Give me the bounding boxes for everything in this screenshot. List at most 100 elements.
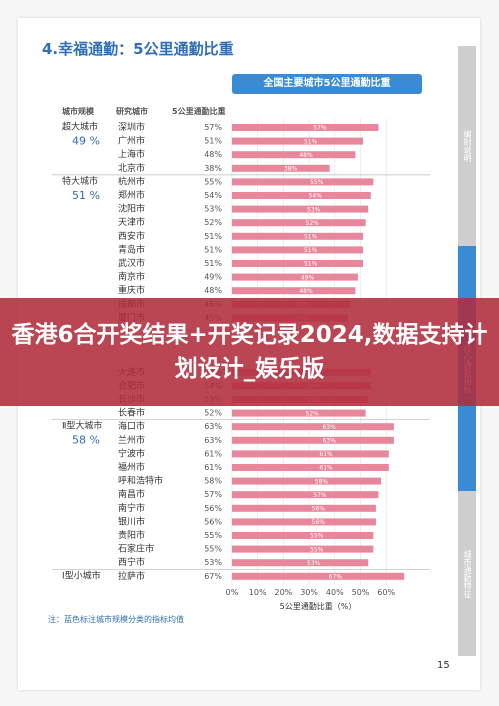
value-label: 56%	[204, 504, 222, 513]
city-label: 银川市	[118, 515, 145, 527]
bar	[232, 572, 405, 580]
bar-data-label: 58%	[315, 478, 329, 485]
bar	[232, 559, 369, 567]
bar	[232, 273, 358, 281]
city-label: 宁波市	[118, 447, 145, 459]
side-nav-item-intro[interactable]: 编制说明	[458, 46, 476, 246]
bar	[232, 287, 356, 295]
bar	[232, 178, 374, 186]
side-nav-item-features[interactable]: 城市通勤特征	[458, 491, 476, 656]
bar-data-label: 53%	[307, 560, 321, 567]
chart-note: 注：蓝色标注城市规模分类的指标均值	[48, 615, 184, 624]
value-label: 53%	[204, 205, 222, 214]
tier-label: Ⅱ型大城市	[62, 420, 102, 432]
x-tick-label: 20%	[275, 588, 293, 597]
bar-data-label: 51%	[304, 234, 318, 241]
bar-data-label: 56%	[312, 519, 326, 526]
column-header: 5公里通勤比重	[172, 106, 226, 116]
bar-data-label: 38%	[284, 166, 298, 173]
bar-data-label: 57%	[313, 125, 327, 132]
bar-data-label: 51%	[304, 247, 318, 254]
bar-data-label: 48%	[299, 152, 313, 159]
promo-banner-title: 香港6合开奖结果+开奖记录2024,数据支持计划设计_娱乐版	[11, 322, 488, 382]
bar-data-label: 57%	[313, 492, 327, 499]
bar-data-label: 55%	[310, 533, 324, 540]
bar-data-label: 63%	[322, 424, 336, 431]
bar	[232, 504, 376, 512]
value-label: 55%	[204, 531, 222, 540]
bar	[232, 450, 389, 458]
bar	[232, 151, 356, 159]
city-label: 南京市	[118, 271, 145, 283]
bar-data-label: 63%	[322, 438, 336, 445]
value-label: 61%	[204, 449, 222, 458]
x-tick-label: 10%	[249, 588, 267, 597]
city-label: 北京市	[118, 162, 145, 174]
bar	[232, 477, 382, 485]
value-label: 51%	[204, 137, 222, 146]
city-label: 贵阳市	[118, 529, 145, 541]
bar-data-label: 55%	[310, 179, 324, 186]
city-label: 呼和浩特市	[118, 475, 163, 487]
city-label: 南宁市	[118, 502, 145, 514]
tier-average: 51 %	[72, 189, 100, 202]
value-label: 58%	[204, 477, 222, 486]
bar	[232, 192, 371, 199]
chart-title: 全国主要城市5公里通勤比重	[232, 74, 422, 94]
value-label: 61%	[204, 463, 222, 472]
value-label: 51%	[204, 232, 222, 241]
value-label: 51%	[204, 245, 222, 254]
city-label: 杭州市	[118, 175, 145, 187]
column-header: 研究城市	[116, 106, 148, 116]
x-tick-label: 50%	[352, 588, 370, 597]
tier-average: 49 %	[72, 135, 100, 148]
city-label: 兰州市	[118, 434, 145, 446]
bar-data-label: 61%	[319, 451, 333, 458]
bar-data-label: 53%	[307, 206, 321, 213]
value-label: 67%	[204, 572, 222, 581]
city-label: 西宁市	[118, 556, 145, 568]
city-label: 西安市	[118, 230, 145, 242]
value-label: 56%	[204, 517, 222, 526]
bar-data-label: 52%	[306, 220, 320, 227]
city-label: 武汉市	[118, 257, 145, 269]
bar-data-label: 56%	[312, 506, 326, 513]
tier-label: Ⅰ型小城市	[62, 569, 101, 581]
city-label: 郑州市	[118, 189, 145, 201]
bar-data-label: 55%	[310, 546, 324, 553]
bar	[232, 532, 374, 539]
bar	[232, 409, 366, 417]
value-label: 55%	[204, 545, 222, 554]
bar	[232, 491, 379, 499]
x-axis-label: 5公里通勤比重（%）	[280, 601, 357, 611]
bar-data-label: 51%	[304, 261, 318, 268]
value-label: 49%	[204, 273, 222, 282]
bar	[232, 545, 374, 553]
bar	[232, 137, 364, 145]
bar-data-label: 54%	[309, 193, 323, 200]
value-label: 48%	[204, 150, 222, 159]
value-label: 63%	[204, 436, 222, 445]
city-label: 沈阳市	[118, 203, 145, 215]
bar	[232, 464, 389, 471]
value-label: 52%	[204, 409, 222, 418]
value-label: 52%	[204, 218, 222, 227]
value-label: 63%	[204, 422, 222, 431]
bar	[232, 423, 394, 431]
bar	[232, 436, 394, 444]
city-label: 深圳市	[118, 121, 145, 133]
x-tick-label: 0%	[226, 588, 239, 597]
bar-data-label: 51%	[304, 138, 318, 145]
city-label: 长春市	[118, 407, 145, 419]
bar	[232, 219, 366, 227]
x-tick-label: 60%	[377, 588, 395, 597]
value-label: 57%	[204, 123, 222, 132]
city-label: 上海市	[118, 148, 145, 160]
bar-data-label: 67%	[329, 574, 343, 581]
city-label: 拉萨市	[118, 570, 145, 582]
bar-data-label: 48%	[299, 288, 313, 295]
bar-data-label: 52%	[306, 410, 320, 417]
city-label: 福州市	[118, 461, 145, 473]
city-label: 青岛市	[118, 243, 145, 255]
value-label: 48%	[204, 286, 222, 295]
